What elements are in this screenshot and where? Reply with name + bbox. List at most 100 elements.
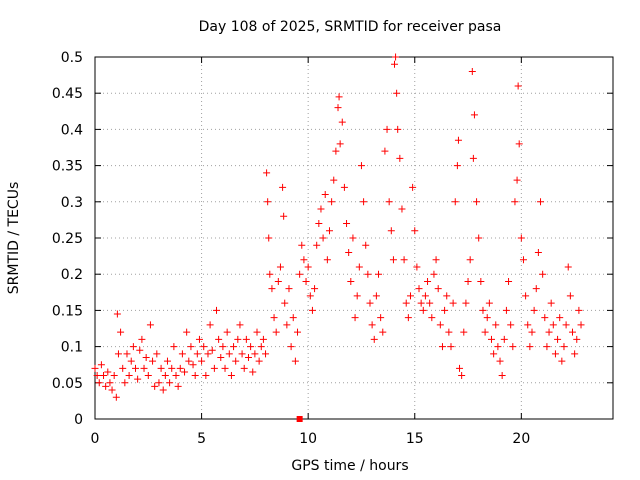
data-point [403,300,410,307]
data-point [375,271,382,278]
data-point [384,126,391,133]
data-point [377,314,384,321]
data-point [149,358,156,365]
data-point [550,321,557,328]
data-point [455,137,462,144]
data-point [465,278,472,285]
data-point [341,184,348,191]
data-point [241,365,248,372]
data-point [456,365,463,372]
data-point [100,372,107,379]
data-point [554,336,561,343]
y-tick-label: 0.25 [52,231,83,247]
data-point [315,220,322,227]
data-point [280,213,287,220]
data-point [362,242,369,249]
data-point [119,365,126,372]
data-point [578,321,585,328]
data-point [345,249,352,256]
data-point [256,358,263,365]
data-point [386,198,393,205]
data-point [388,227,395,234]
data-point [279,184,286,191]
data-point [181,368,188,375]
y-axis-label: SRMTID / TECUs [6,182,22,295]
data-point [177,365,184,372]
data-point [268,285,275,292]
data-point [236,321,243,328]
data-point [482,329,489,336]
data-point [311,285,318,292]
data-point [209,347,216,354]
data-point [531,307,538,314]
data-point [497,358,504,365]
data-point [420,307,427,314]
data-point [198,358,205,365]
data-point [460,329,467,336]
data-point [249,368,256,375]
data-point [271,314,278,321]
data-point [185,358,192,365]
data-point [130,343,137,350]
data-point [422,292,429,299]
annotations [297,416,303,422]
data-point [202,372,209,379]
data-point [477,278,484,285]
data-point [515,82,522,89]
x-tick-labels: 0 5 10 15 20 [91,431,531,447]
data-point [575,307,582,314]
data-point [247,343,254,350]
data-point [138,336,145,343]
data-point [192,372,199,379]
data-point [245,354,252,361]
data-point [371,336,378,343]
y-tick-label: 0.45 [52,86,83,102]
data-point [571,350,578,357]
data-point [123,350,130,357]
data-point [243,336,250,343]
data-point [211,365,218,372]
data-point [558,358,565,365]
data-point [392,54,399,61]
data-point [535,249,542,256]
data-point [418,300,425,307]
data-point [567,292,574,299]
data-point [117,329,124,336]
data-point [309,307,316,314]
data-point [452,198,459,205]
data-point [407,292,414,299]
data-point [486,300,493,307]
data-point [369,321,376,328]
data-point [300,256,307,263]
data-point [528,329,535,336]
data-point [443,292,450,299]
data-point [207,321,214,328]
data-point [503,307,510,314]
data-point [411,227,418,234]
data-point [283,321,290,328]
data-point [239,350,246,357]
data-point [524,321,531,328]
data-point [153,350,160,357]
data-point [173,372,180,379]
data-point [332,148,339,155]
data-point [115,350,122,357]
data-point [258,343,265,350]
data-point [522,292,529,299]
data-point [262,350,269,357]
y-tick-label: 0.15 [52,303,83,319]
data-point [313,242,320,249]
y-tick-label: 0.5 [61,50,83,66]
data-point [265,235,272,242]
data-point [511,198,518,205]
data-point [366,300,373,307]
data-point [541,314,548,321]
data-point [285,285,292,292]
chart-title: Day 108 of 2025, SRMTID for receiver pas… [199,19,502,35]
data-point [170,343,177,350]
data-point [160,387,167,394]
data-point [168,365,175,372]
data-point [546,329,553,336]
data-point [373,292,380,299]
data-point [458,372,465,379]
